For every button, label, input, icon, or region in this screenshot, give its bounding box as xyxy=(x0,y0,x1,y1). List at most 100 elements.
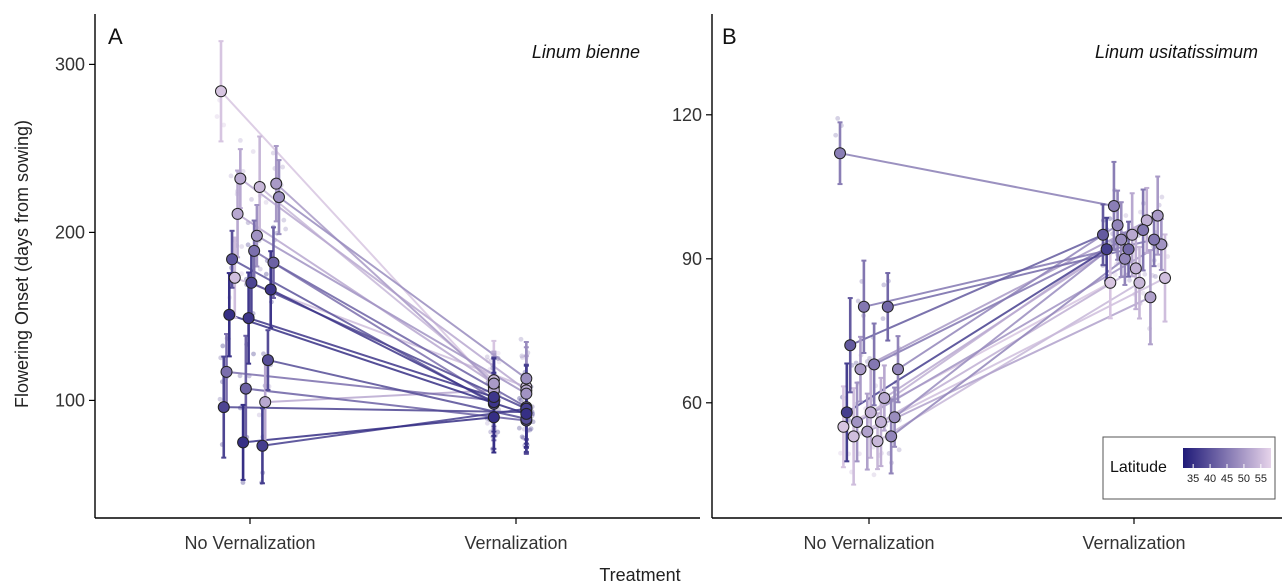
population-mean-point xyxy=(237,436,250,449)
legend-colorbar xyxy=(1183,448,1271,468)
population-mean-point xyxy=(487,391,500,404)
population-mean-point xyxy=(1129,262,1142,275)
population-mean-point xyxy=(226,253,239,266)
x-tick-label: No Vernalization xyxy=(803,533,934,553)
raw-observation xyxy=(880,316,886,322)
population-mean-point xyxy=(1144,291,1157,304)
population-mean-point xyxy=(1126,228,1139,241)
raw-observation xyxy=(1153,274,1158,279)
y-tick-label: 200 xyxy=(55,222,85,242)
raw-observation xyxy=(496,359,502,365)
population-line xyxy=(242,416,494,444)
panel-b-label: B xyxy=(722,24,737,49)
population-mean-point xyxy=(1133,276,1146,289)
raw-observation xyxy=(217,396,223,402)
panel-a-label: A xyxy=(108,24,123,49)
population-mean-point xyxy=(234,172,247,185)
raw-observation xyxy=(237,138,243,143)
raw-observation xyxy=(1159,194,1165,200)
population-mean-point xyxy=(239,382,252,395)
x-tick-label: Vernalization xyxy=(1082,533,1185,553)
population-line xyxy=(248,317,495,398)
raw-observation xyxy=(833,132,839,138)
population-mean-point xyxy=(1107,200,1120,212)
population-line xyxy=(256,234,527,395)
population-mean-point xyxy=(1159,272,1171,284)
population-mean-point xyxy=(228,271,241,284)
panel-a-ticks: 100 200 300 No Vernalization Vernalization xyxy=(55,54,568,553)
population-line xyxy=(853,277,1166,438)
population-mean-point xyxy=(270,177,283,190)
raw-observation xyxy=(495,350,501,356)
population-mean-point xyxy=(273,191,285,204)
raw-observation xyxy=(240,480,246,485)
raw-observation xyxy=(250,149,256,154)
population-line xyxy=(846,248,1108,414)
population-mean-point xyxy=(520,372,533,385)
panel-b: 60 90 120 No Vernalization Vernalization B L… xyxy=(672,14,1282,553)
population-line xyxy=(223,406,527,414)
population-mean-point xyxy=(215,85,227,98)
panel-b-ticks: 60 90 120 No Vernalization Vernalization xyxy=(672,105,1186,553)
population-line xyxy=(893,238,1122,418)
population-line xyxy=(849,233,1104,347)
population-mean-point xyxy=(250,229,263,242)
raw-observation xyxy=(517,395,522,401)
population-mean-point xyxy=(857,300,870,313)
panel-a-title: Linum bienne xyxy=(532,42,640,62)
raw-observation xyxy=(1142,271,1148,277)
raw-observation xyxy=(249,196,254,202)
x-tick-label: No Vernalization xyxy=(184,533,315,553)
raw-observation xyxy=(220,343,226,349)
population-mean-point xyxy=(837,420,850,433)
legend-tick-label: 50 xyxy=(1238,473,1250,485)
population-mean-point xyxy=(847,430,860,443)
y-tick-label: 60 xyxy=(682,393,702,413)
raw-observation xyxy=(527,427,533,433)
population-mean-point xyxy=(520,387,533,400)
raw-observation xyxy=(228,173,234,179)
raw-observation xyxy=(221,122,227,128)
population-mean-point xyxy=(1115,233,1128,246)
population-mean-point xyxy=(1151,209,1164,222)
raw-observation xyxy=(257,266,263,272)
raw-observation xyxy=(881,282,887,288)
panel-a-marks xyxy=(214,40,536,486)
y-tick-label: 100 xyxy=(55,390,85,410)
population-mean-point xyxy=(851,416,864,428)
population-line xyxy=(239,177,527,392)
population-line xyxy=(887,248,1129,308)
population-mean-point xyxy=(1097,228,1109,241)
population-mean-point xyxy=(868,358,881,371)
raw-observation xyxy=(896,447,902,453)
raw-observation xyxy=(283,226,289,232)
raw-observation xyxy=(237,373,243,379)
population-mean-point xyxy=(885,430,898,443)
population-mean-point xyxy=(881,300,894,313)
panel-b-marks xyxy=(833,116,1171,486)
population-line xyxy=(267,359,527,420)
raw-observation xyxy=(835,116,841,121)
population-line xyxy=(880,267,1137,423)
y-tick-label: 300 xyxy=(55,54,85,74)
population-mean-point xyxy=(892,363,904,376)
population-mean-point xyxy=(520,407,533,420)
legend-tick-label: 45 xyxy=(1221,473,1233,485)
population-mean-point xyxy=(253,181,266,194)
raw-observation xyxy=(518,336,524,342)
legend-title: Latitude xyxy=(1110,459,1167,476)
raw-observation xyxy=(214,114,220,119)
population-mean-point xyxy=(217,401,230,414)
raw-observation xyxy=(251,351,256,357)
population-line xyxy=(890,258,1126,438)
raw-observation xyxy=(270,150,276,156)
population-line xyxy=(860,214,1159,371)
population-line xyxy=(275,182,495,385)
population-line xyxy=(220,90,495,388)
y-tick-label: 90 xyxy=(682,249,702,269)
population-mean-point xyxy=(223,308,236,321)
population-mean-point xyxy=(854,363,867,376)
population-mean-point xyxy=(1100,243,1113,256)
population-mean-point xyxy=(840,406,853,419)
raw-observation xyxy=(519,355,525,360)
